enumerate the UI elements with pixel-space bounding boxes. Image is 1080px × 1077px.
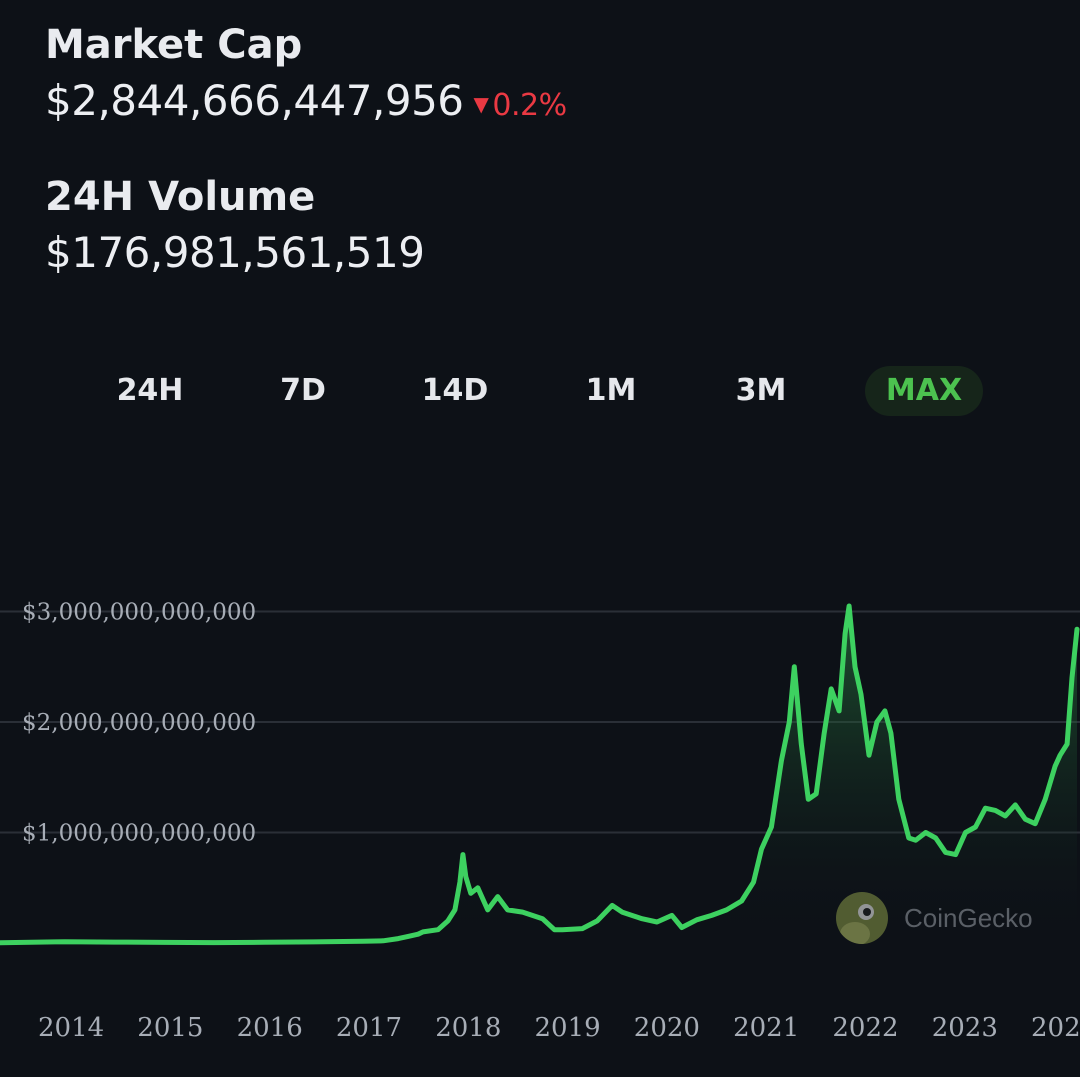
gecko-logo-icon bbox=[836, 892, 888, 944]
market-cap-row: $2,844,666,447,956 ▼ 0.2% bbox=[45, 76, 567, 125]
range-24h-button[interactable]: 24H bbox=[116, 373, 184, 408]
range-14d-button[interactable]: 14D bbox=[421, 373, 489, 408]
x-tick-label: 2017 bbox=[336, 1013, 402, 1043]
x-tick-label: 2018 bbox=[435, 1013, 501, 1043]
area-fill-path bbox=[0, 606, 1077, 943]
x-tick-label: 2014 bbox=[38, 1013, 104, 1043]
x-axis-labels: 2014 2015 2016 2017 2018 2019 2020 2021 2022 2023… bbox=[38, 1013, 1080, 1043]
x-tick-label: 2022 bbox=[832, 1013, 898, 1043]
coingecko-watermark: CoinGecko bbox=[836, 892, 1033, 944]
volume-value: $176,981,561,519 bbox=[45, 228, 425, 277]
market-cap-change: ▼ 0.2% bbox=[473, 88, 568, 123]
range-3m-button[interactable]: 3M bbox=[735, 373, 787, 408]
y-tick-label: $1,000,000,000,000 bbox=[22, 821, 256, 847]
market-cap-series-line bbox=[0, 603, 1080, 946]
market-cap-chart[interactable]: $1,000,000,000,000 $2,000,000,000,000 $3,0… bbox=[0, 560, 1080, 1077]
range-7d-button[interactable]: 7D bbox=[280, 373, 326, 408]
series-line bbox=[0, 603, 1080, 946]
market-cap-change-value: 0.2% bbox=[492, 88, 567, 123]
x-tick-label: 2024 bbox=[1031, 1013, 1080, 1043]
x-tick-label: 2020 bbox=[634, 1013, 700, 1043]
y-tick-label: $3,000,000,000,000 bbox=[22, 600, 256, 626]
y-tick-label: $2,000,000,000,000 bbox=[22, 710, 256, 736]
range-max-button[interactable]: MAX bbox=[865, 366, 983, 416]
range-1m-button[interactable]: 1M bbox=[585, 373, 637, 408]
area-fill bbox=[0, 606, 1077, 943]
down-triangle-icon: ▼ bbox=[473, 92, 489, 116]
x-tick-label: 2021 bbox=[733, 1013, 799, 1043]
watermark-text: CoinGecko bbox=[904, 902, 1033, 933]
range-selector: 24H 7D 14D 1M 3M MAX bbox=[0, 364, 1080, 420]
market-cap-label: Market Cap bbox=[45, 22, 303, 68]
volume-label: 24H Volume bbox=[45, 174, 316, 220]
x-tick-label: 2023 bbox=[932, 1013, 998, 1043]
x-tick-label: 2016 bbox=[237, 1013, 303, 1043]
x-tick-label: 2015 bbox=[137, 1013, 203, 1043]
y-axis-labels: $1,000,000,000,000 $2,000,000,000,000 $3,0… bbox=[22, 600, 256, 847]
x-tick-label: 2019 bbox=[535, 1013, 601, 1043]
market-cap-value: $2,844,666,447,956 bbox=[45, 76, 464, 125]
